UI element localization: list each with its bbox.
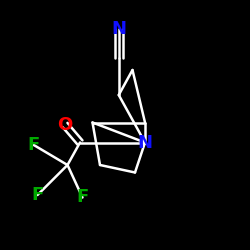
Text: F: F [76, 188, 88, 206]
Text: O: O [58, 116, 72, 134]
Text: F: F [32, 186, 44, 204]
Text: F: F [28, 136, 40, 154]
Text: N: N [138, 134, 152, 152]
Text: N: N [111, 20, 126, 38]
